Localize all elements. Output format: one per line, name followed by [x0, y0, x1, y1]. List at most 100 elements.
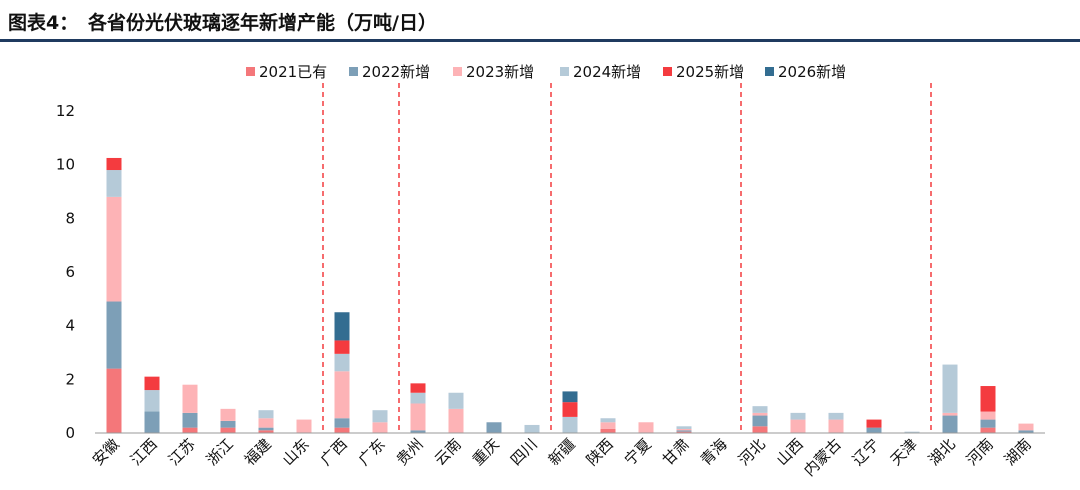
bar-segment-四川-2024新增 — [524, 424, 540, 433]
bar-segment-安徽-2022新增 — [106, 301, 122, 369]
bar-stack-甘肃 — [676, 426, 692, 433]
bar-segment-福建-2021已有 — [258, 430, 274, 433]
bar-stack-湖南 — [1018, 423, 1034, 433]
bar-segment-浙江-2022新增 — [220, 420, 236, 428]
bar-segment-云南-2023新增 — [448, 408, 464, 433]
bar-segment-陕西-2021已有 — [600, 428, 616, 433]
x-tick-label-青海: 青海 — [697, 435, 731, 469]
bar-segment-福建-2023新增 — [258, 418, 274, 428]
y-tick-label-4: 4 — [65, 317, 75, 335]
y-tick-label-2: 2 — [65, 370, 75, 388]
bar-stack-湖北 — [942, 364, 958, 433]
x-tick-label-陕西: 陕西 — [583, 435, 617, 469]
x-tick-label-江西: 江西 — [127, 435, 161, 469]
legend-label-2024新增: 2024新增 — [573, 63, 641, 81]
bar-segment-福建-2024新增 — [258, 410, 274, 419]
figure-label: 图表4： — [8, 12, 79, 34]
bar-segment-河南-2025新增 — [980, 386, 996, 412]
legend-swatch-2022新增 — [349, 67, 358, 76]
bar-stack-陕西 — [600, 418, 616, 433]
x-tick-label-内蒙古: 内蒙古 — [800, 435, 845, 480]
bar-stack-辽宁 — [866, 419, 882, 433]
legend-label-2022新增: 2022新增 — [362, 63, 430, 81]
bar-segment-广西-2024新增 — [334, 353, 350, 372]
x-tick-label-河南: 河南 — [963, 435, 997, 469]
bar-stack-河北 — [752, 406, 768, 433]
bar-segment-湖南-2023新增 — [1018, 423, 1034, 431]
bar-stack-江西 — [144, 376, 160, 433]
legend-label-2025新增: 2025新增 — [676, 63, 744, 81]
bar-segment-安徽-2023新增 — [106, 196, 122, 302]
bar-segment-福建-2022新增 — [258, 427, 274, 431]
bar-segment-河南-2022新增 — [980, 419, 996, 428]
figure-title: 各省份光伏玻璃逐年新增产能（万吨/日） — [88, 12, 437, 34]
chart-legend: 2021已有 2022新增 2023新增 2024新增 2025新增 2026新增 — [246, 63, 846, 81]
bar-stack-山东 — [296, 419, 312, 433]
bar-segment-江西-2025新增 — [144, 376, 160, 391]
bar-segment-重庆-2022新增 — [486, 422, 502, 433]
bar-segment-江苏-2021已有 — [182, 427, 198, 433]
x-axis: 安徽 江西 江苏 浙江 福建 山东 广西 广东 贵州 云南 重庆 四川 新疆 陕西 宁夏 甘肃 青海 河北 山西内蒙… — [89, 432, 1045, 480]
x-tick-label-江苏: 江苏 — [165, 435, 199, 469]
bar-segment-广西-2025新增 — [334, 340, 350, 354]
bar-segment-山东-2023新增 — [296, 419, 312, 433]
bar-segment-浙江-2021已有 — [220, 427, 236, 433]
legend-swatch-2024新增 — [560, 67, 569, 76]
y-axis: 0 2 4 6 8 10 12 — [56, 102, 75, 442]
figure-header: 图表4： 各省份光伏玻璃逐年新增产能（万吨/日） — [0, 0, 1080, 42]
legend-label-2023新增: 2023新增 — [466, 63, 534, 81]
x-tick-label-贵州: 贵州 — [393, 435, 427, 469]
bar-segment-天津-2024新增 — [904, 431, 920, 433]
bar-segment-贵州-2024新增 — [410, 392, 426, 404]
bar-segment-广西-2023新增 — [334, 371, 350, 419]
bar-segment-湖北-2023新增 — [942, 412, 958, 416]
bar-stack-浙江 — [220, 408, 236, 433]
legend-swatch-2023新增 — [453, 67, 462, 76]
bar-segment-山西-2023新增 — [790, 419, 806, 433]
bar-stack-云南 — [448, 392, 464, 433]
bar-segment-广西-2021已有 — [334, 427, 350, 433]
bar-segment-河北-2022新增 — [752, 415, 768, 427]
bar-stack-宁夏 — [638, 422, 654, 433]
bar-segment-甘肃-2021已有 — [676, 431, 692, 433]
bar-segment-安徽-2025新增 — [106, 157, 122, 171]
x-tick-label-云南: 云南 — [431, 435, 465, 469]
bar-segment-云南-2024新增 — [448, 392, 464, 409]
bar-segment-广东-2024新增 — [372, 410, 388, 423]
bar-segment-贵州-2022新增 — [410, 430, 426, 433]
bar-segment-湖北-2022新增 — [942, 415, 958, 433]
bar-segment-内蒙古-2024新增 — [828, 412, 844, 420]
legend-label-2026新增: 2026新增 — [778, 63, 846, 81]
bar-segment-江苏-2023新增 — [182, 384, 198, 413]
bar-segment-新疆-2026新增 — [562, 391, 578, 403]
legend-label-2021已有: 2021已有 — [259, 63, 327, 81]
x-tick-label-甘肃: 甘肃 — [659, 435, 693, 469]
bar-stacks — [106, 157, 1034, 433]
bar-segment-甘肃-2023新增 — [676, 428, 692, 431]
bar-segment-山西-2024新增 — [790, 412, 806, 420]
bar-segment-广西-2022新增 — [334, 418, 350, 428]
bar-segment-河南-2023新增 — [980, 411, 996, 420]
bar-segment-河北-2021已有 — [752, 426, 768, 433]
bar-segment-安徽-2021已有 — [106, 368, 122, 433]
x-tick-label-山东: 山东 — [279, 435, 313, 469]
x-tick-label-广东: 广东 — [355, 435, 389, 469]
bar-stack-内蒙古 — [828, 412, 844, 433]
legend-swatch-2025新增 — [663, 67, 672, 76]
bar-segment-河北-2024新增 — [752, 406, 768, 413]
y-tick-label-6: 6 — [65, 263, 75, 281]
x-tick-label-重庆: 重庆 — [469, 435, 503, 469]
bar-segment-河北-2023新增 — [752, 412, 768, 416]
x-tick-label-安徽: 安徽 — [89, 435, 123, 469]
bar-segment-甘肃-2024新增 — [676, 426, 692, 429]
y-tick-label-0: 0 — [65, 424, 75, 442]
x-tick-label-天津: 天津 — [887, 435, 921, 469]
bar-segment-贵州-2023新增 — [410, 403, 426, 431]
bar-stack-河南 — [980, 386, 996, 433]
bar-stack-江苏 — [182, 384, 198, 433]
bar-segment-甘肃-2022新增 — [676, 430, 692, 432]
x-tick-label-湖南: 湖南 — [1001, 435, 1035, 469]
bar-segment-内蒙古-2023新增 — [828, 419, 844, 433]
bar-stack-四川 — [524, 424, 540, 433]
